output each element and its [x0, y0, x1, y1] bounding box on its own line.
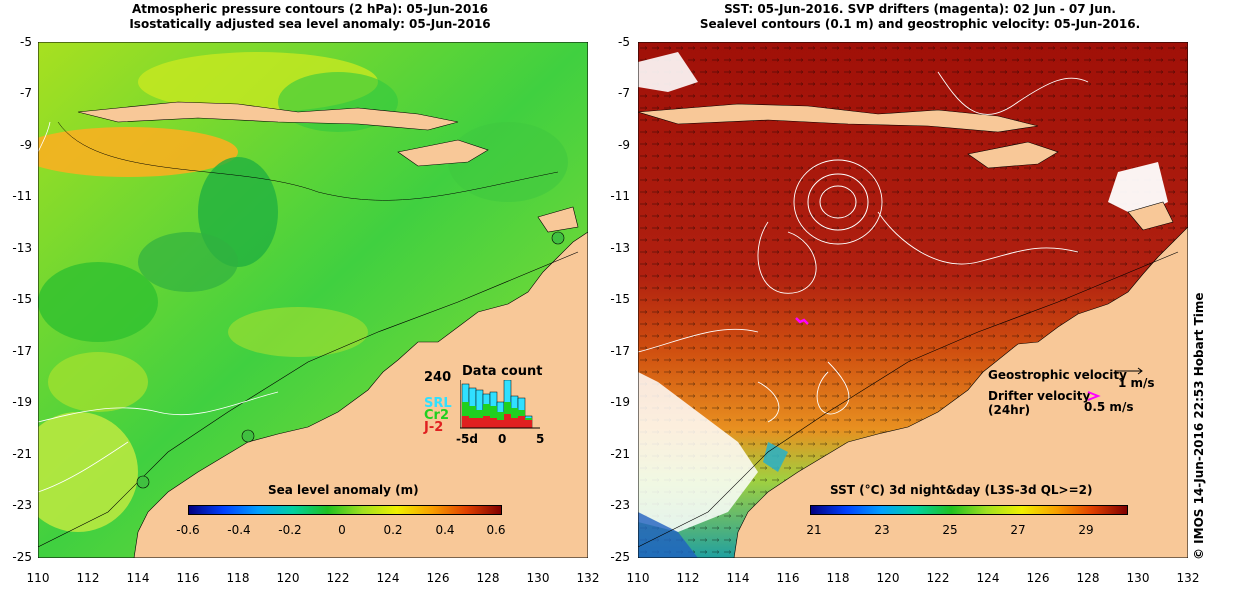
- legend-j2: J-2: [424, 420, 444, 435]
- right-cb-tick: 23: [874, 523, 890, 537]
- left-x-tick: 132: [576, 571, 600, 585]
- geostrophic-scale-label: 1 m/s: [1118, 376, 1155, 390]
- geostrophic-velocity-label: Geostrophic velocity: [988, 368, 1127, 382]
- left-x-tick: 120: [276, 571, 300, 585]
- legend-cr2: Cr2: [424, 408, 449, 423]
- right-colorbar-title: SST (°C) 3d night&day (L3S-3d QL>=2): [830, 483, 1093, 497]
- right-y-tick: -11: [610, 189, 630, 203]
- left-y-tick: -13: [12, 241, 32, 255]
- drifter-velocity-label: Drifter velocity: [988, 389, 1091, 403]
- indonesia-islands: [77, 101, 459, 131]
- hist-x-tick: -5d: [456, 432, 478, 446]
- right-x-tick: 130: [1126, 571, 1150, 585]
- right-y-tick: -25: [610, 550, 630, 564]
- right-x-tick: 112: [676, 571, 700, 585]
- right-x-tick: 124: [976, 571, 1000, 585]
- right-y-tick: -13: [610, 241, 630, 255]
- left-x-tick: 128: [476, 571, 500, 585]
- left-x-tick: 124: [376, 571, 400, 585]
- geostrophic-scale-arrow: [1117, 367, 1143, 375]
- right-cb-tick: 27: [1010, 523, 1026, 537]
- left-x-tick: 122: [326, 571, 350, 585]
- right-y-tick: -7: [618, 86, 630, 100]
- right-x-tick: 110: [626, 571, 650, 585]
- left-cb-tick: 0.6: [486, 523, 506, 537]
- hist-x-tick: 5: [536, 432, 545, 446]
- svp-drifter-track: [795, 317, 809, 325]
- left-map: [38, 42, 588, 558]
- right-cb-tick: 29: [1078, 523, 1094, 537]
- left-x-tick: 116: [176, 571, 200, 585]
- right-y-tick: -9: [618, 138, 630, 152]
- right-y-tick: -15: [610, 292, 630, 306]
- left-y-tick: -11: [12, 189, 32, 203]
- left-title-line1: Atmospheric pressure contours (2 hPa): 0…: [131, 2, 489, 16]
- right-x-tick: 120: [876, 571, 900, 585]
- left-title-line2: Isostatically adjusted sea level anomaly…: [129, 17, 491, 31]
- right-title-line2: Sealevel contours (0.1 m) and geostrophi…: [699, 17, 1141, 31]
- left-y-tick: -17: [12, 344, 32, 358]
- left-colorbar: [188, 505, 502, 515]
- right-x-tick: 116: [776, 571, 800, 585]
- right-y-tick: -17: [610, 344, 630, 358]
- right-cb-tick: 21: [806, 523, 822, 537]
- right-colorbar: [810, 505, 1128, 515]
- left-y-tick: -21: [12, 447, 32, 461]
- left-x-tick: 130: [526, 571, 550, 585]
- legend-srl: SRL: [424, 396, 452, 411]
- right-x-tick: 114: [726, 571, 750, 585]
- left-cb-tick: 0: [338, 523, 346, 537]
- left-x-tick: 114: [126, 571, 150, 585]
- australia-landmass: [733, 226, 1188, 558]
- timor-island: [967, 141, 1059, 169]
- data-count-max: 240: [424, 370, 452, 385]
- left-y-tick: -23: [12, 498, 32, 512]
- drifter-scale-label: 0.5 m/s: [1084, 400, 1134, 414]
- left-x-tick: 118: [226, 571, 250, 585]
- right-x-tick: 122: [926, 571, 950, 585]
- australia-landmass: [133, 231, 588, 558]
- left-y-tick: -5: [20, 35, 32, 49]
- right-title-line1: SST: 05-Jun-2016. SVP drifters (magenta)…: [724, 2, 1116, 16]
- right-y-tick: -5: [618, 35, 630, 49]
- left-x-tick: 110: [26, 571, 50, 585]
- right-x-tick: 128: [1076, 571, 1100, 585]
- drifter-scale-arrow: [1087, 391, 1101, 401]
- left-cb-tick: -0.4: [227, 523, 251, 537]
- left-cb-tick: -0.6: [176, 523, 200, 537]
- left-colorbar-title: Sea level anomaly (m): [268, 483, 419, 497]
- right-x-tick: 126: [1026, 571, 1050, 585]
- left-cb-tick: -0.2: [278, 523, 302, 537]
- hist-x-tick: 0: [498, 432, 507, 446]
- indonesia-islands: [638, 103, 1039, 133]
- right-map: [638, 42, 1188, 558]
- left-cb-tick: 0.2: [383, 523, 403, 537]
- right-cb-tick: 25: [942, 523, 958, 537]
- left-x-tick: 126: [426, 571, 450, 585]
- right-x-tick: 132: [1176, 571, 1200, 585]
- right-y-tick: -21: [610, 447, 630, 461]
- timor-island: [397, 139, 489, 167]
- left-y-tick: -9: [20, 138, 32, 152]
- left-y-tick: -19: [12, 395, 32, 409]
- left-x-tick: 112: [76, 571, 100, 585]
- left-cb-tick: 0.4: [435, 523, 455, 537]
- left-y-tick: -7: [20, 86, 32, 100]
- data-count-histogram: [460, 380, 540, 429]
- right-x-tick: 118: [826, 571, 850, 585]
- right-y-tick: -19: [610, 395, 630, 409]
- data-count-title: Data count: [462, 364, 543, 379]
- imos-credit: © IMOS 14-Jun-2016 22:53 Hobart Time: [1192, 292, 1206, 560]
- left-y-tick: -25: [12, 550, 32, 564]
- right-y-tick: -23: [610, 498, 630, 512]
- left-y-tick: -15: [12, 292, 32, 306]
- drifter-velocity-sublabel: (24hr): [988, 403, 1031, 417]
